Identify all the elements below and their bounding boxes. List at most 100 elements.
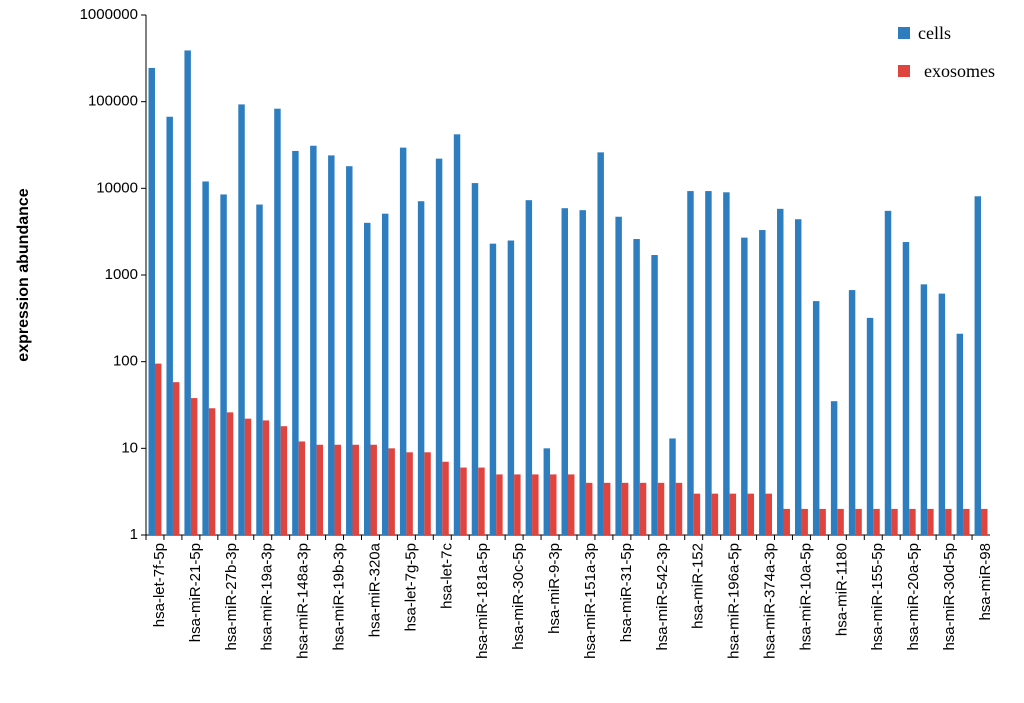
bar xyxy=(507,240,515,535)
y-tick-label: 10 xyxy=(121,439,138,456)
bar xyxy=(974,196,982,535)
bar xyxy=(238,104,245,536)
bar xyxy=(794,219,802,535)
bar xyxy=(256,204,263,535)
bar xyxy=(633,239,640,535)
x-tick-label: hsa-miR-1180 xyxy=(833,543,850,636)
bar xyxy=(262,420,270,535)
x-tick-label: hsa-miR-374a-3p xyxy=(762,543,779,659)
x-tick-label: hsa-miR-27b-3p xyxy=(223,543,240,651)
bar xyxy=(902,242,910,536)
bar xyxy=(460,467,467,535)
y-tick-label: 1000000 xyxy=(80,6,138,23)
bar xyxy=(496,474,503,535)
bar xyxy=(866,317,874,535)
bar xyxy=(657,482,665,535)
bar xyxy=(873,508,880,535)
bar xyxy=(381,213,389,535)
x-tick-label: hsa-miR-19b-3p xyxy=(331,543,348,651)
x-tick-label: hsa-let-7f-5p xyxy=(151,543,168,627)
bar xyxy=(561,208,568,536)
bar xyxy=(705,191,712,535)
y-tick-label: 1000 xyxy=(105,266,138,283)
bar xyxy=(927,508,934,535)
x-tick-label: hsa-miR-30c-5p xyxy=(510,543,527,650)
y-tick-label: 1 xyxy=(130,526,138,543)
bar xyxy=(585,482,593,535)
bar xyxy=(399,147,407,536)
bar xyxy=(435,158,443,535)
x-tick-label: hsa-miR-151a-3p xyxy=(582,543,599,659)
bar xyxy=(172,382,180,535)
bar xyxy=(316,444,324,535)
x-tick-label: hsa-miR-148a-3p xyxy=(295,543,312,659)
bar xyxy=(274,108,281,535)
bar xyxy=(244,418,252,535)
bar xyxy=(453,134,461,535)
bar xyxy=(669,438,676,535)
bar xyxy=(550,474,557,535)
x-tick-label: hsa-miR-19a-3p xyxy=(259,543,276,651)
bar xyxy=(579,210,586,535)
x-tick-label: hsa-let-7g-5p xyxy=(402,543,419,631)
bar xyxy=(687,191,694,535)
bar xyxy=(417,201,425,535)
bar xyxy=(166,116,173,536)
bar xyxy=(621,482,629,535)
bar xyxy=(812,301,820,535)
legend-label: cells xyxy=(918,23,951,43)
bar xyxy=(370,444,377,535)
bar xyxy=(346,166,353,535)
bar xyxy=(801,508,808,535)
bar xyxy=(603,482,611,535)
bar xyxy=(471,183,479,535)
bar xyxy=(154,363,162,535)
bar xyxy=(226,412,234,535)
bar xyxy=(202,181,209,536)
bar xyxy=(848,290,856,535)
bar xyxy=(963,508,970,535)
bar xyxy=(729,493,737,535)
bar xyxy=(310,145,317,535)
bar xyxy=(514,474,521,535)
bar xyxy=(478,467,485,535)
bar xyxy=(723,192,730,535)
bar xyxy=(615,216,622,535)
bar xyxy=(938,293,946,535)
bar xyxy=(184,50,191,535)
bar xyxy=(364,222,371,535)
bar xyxy=(352,444,359,535)
bar xyxy=(532,474,539,535)
x-tick-label: hsa-miR-98 xyxy=(977,543,994,621)
bar xyxy=(220,194,227,535)
bar xyxy=(388,448,395,535)
bar xyxy=(489,243,497,535)
bar xyxy=(292,150,299,535)
bar xyxy=(442,461,449,535)
bar xyxy=(837,508,844,535)
legend-label: exosomes xyxy=(924,61,995,81)
x-tick-label: hsa-miR-542-3p xyxy=(654,543,671,651)
bar xyxy=(639,482,647,535)
x-tick-label: hsa-miR-181a-5p xyxy=(474,543,491,659)
bar xyxy=(298,441,306,535)
legend-swatch xyxy=(898,65,910,77)
bar xyxy=(920,284,928,535)
x-tick-label: hsa-miR-196a-5p xyxy=(726,543,743,659)
x-tick-label: hsa-miR-20a-5p xyxy=(905,543,922,651)
bar xyxy=(747,493,755,535)
bar xyxy=(884,210,892,535)
bar xyxy=(597,152,604,536)
x-tick-label: hsa-miR-155-5p xyxy=(869,543,886,651)
y-tick-label: 10000 xyxy=(96,179,138,196)
bar xyxy=(855,508,862,535)
bar xyxy=(525,200,533,535)
bar xyxy=(981,508,988,535)
bar xyxy=(711,493,719,535)
x-tick-label: hsa-miR-30d-5p xyxy=(941,543,958,651)
bar xyxy=(280,426,288,535)
x-tick-label: hsa-miR-152 xyxy=(690,543,707,629)
bar xyxy=(759,230,766,535)
bar xyxy=(693,493,701,535)
